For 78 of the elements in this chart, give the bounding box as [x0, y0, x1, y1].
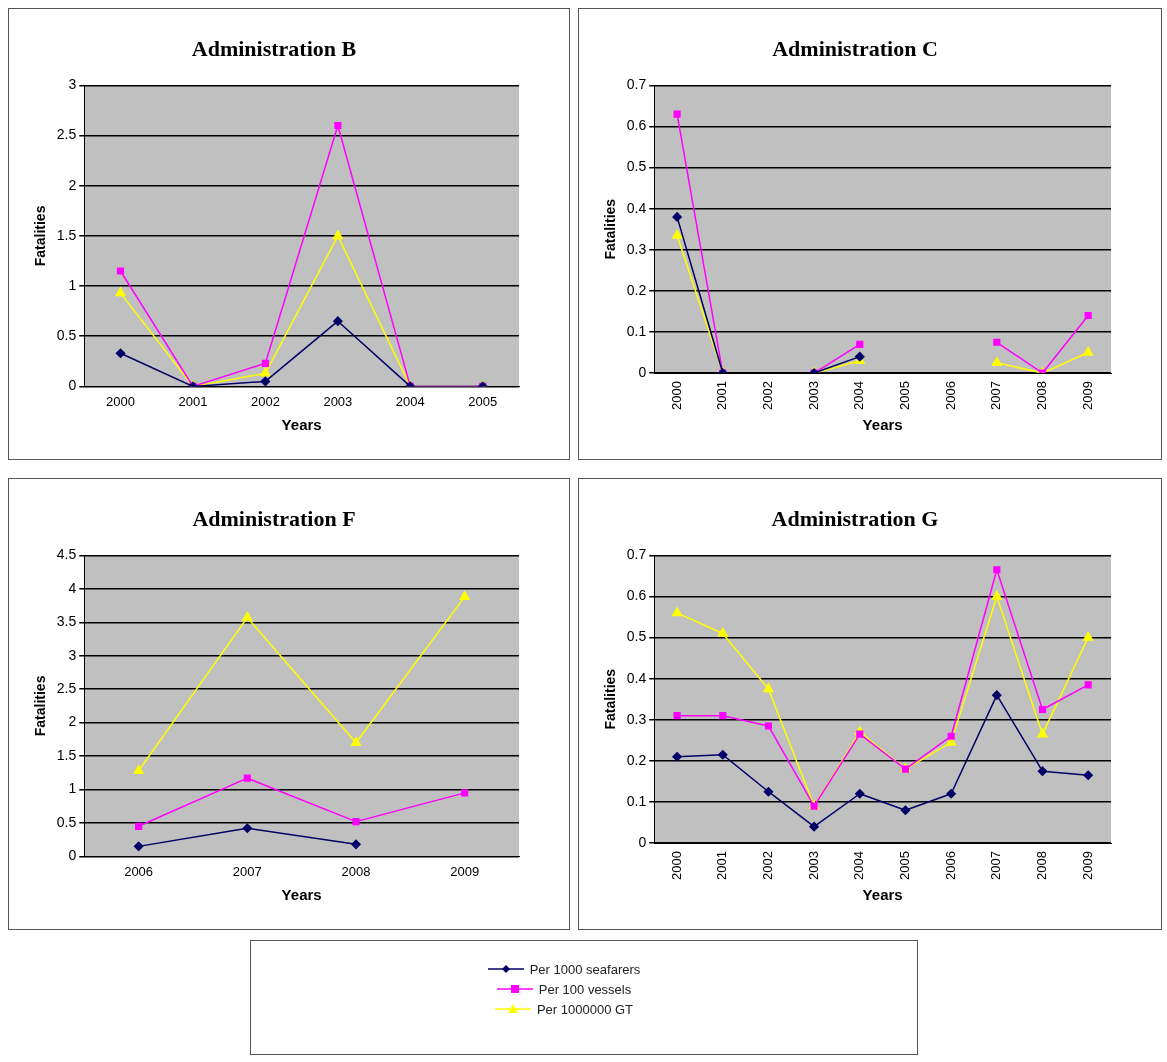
x-tick-label: 2006 [942, 851, 958, 880]
x-tick-label: 2002 [250, 393, 280, 409]
y-tick-label: 0.5 [56, 327, 77, 344]
x-tick-label: 2009 [450, 863, 480, 879]
y-tick-label: 2 [68, 176, 77, 193]
y-tick-label: 0.3 [626, 710, 647, 727]
x-tick-label: 2001 [714, 381, 730, 410]
y-tick-label: 1.5 [56, 226, 77, 243]
y-tick-label: 0.6 [626, 587, 647, 604]
y-tick-label: 0.5 [626, 158, 647, 175]
y-tick-label: 0.3 [626, 240, 647, 257]
x-tick-label: 2005 [897, 851, 913, 880]
y-tick-label: 0.7 [626, 76, 647, 93]
x-tick-label: 2001 [178, 393, 208, 409]
x-tick-label: 2004 [851, 381, 867, 410]
y-tick-label: 1.5 [56, 746, 77, 763]
y-tick-label: 0.7 [626, 546, 647, 563]
y-tick-label: 1 [68, 780, 77, 797]
y-tick-label: 4.5 [56, 546, 77, 563]
y-axis-title: Fatalities [32, 675, 49, 737]
legend-label: Per 1000000 GT [536, 1001, 634, 1017]
y-tick-label: 2.5 [56, 126, 77, 143]
x-tick-label: 2007 [232, 863, 262, 879]
x-tick-label: 2003 [805, 381, 821, 410]
x-axis-title: Years [862, 416, 903, 434]
x-tick-label: 2001 [714, 851, 730, 880]
x-tick-label: 2007 [988, 851, 1004, 880]
x-tick-label: 2002 [760, 381, 776, 410]
y-tick-label: 4 [68, 579, 77, 596]
y-tick-label: 3.5 [56, 613, 77, 630]
x-tick-label: 2003 [323, 393, 353, 409]
x-axis-title: Years [862, 886, 903, 904]
y-tick-label: 0.4 [626, 669, 647, 686]
y-tick-label: 0.6 [626, 117, 647, 134]
x-tick-label: 2003 [805, 851, 821, 880]
y-tick-label: 0.5 [56, 813, 77, 830]
y-tick-label: 0 [638, 833, 647, 850]
y-tick-label: 0 [638, 363, 647, 380]
chart-title: Administration B [191, 35, 357, 61]
x-tick-label: 2008 [1034, 851, 1050, 880]
y-axis-title: Fatalities [602, 668, 619, 730]
x-tick-label: 2005 [897, 381, 913, 410]
chart-title: Administration F [192, 505, 356, 531]
y-tick-label: 0.2 [626, 281, 647, 298]
y-axis-title: Fatalities [32, 205, 49, 267]
x-tick-label: 2000 [668, 381, 684, 410]
x-tick-label: 2007 [988, 381, 1004, 410]
x-axis-title: Years [281, 416, 322, 434]
y-tick-label: 0 [68, 847, 77, 864]
x-tick-label: 2006 [124, 863, 154, 879]
x-tick-label: 2009 [1079, 851, 1095, 880]
y-tick-label: 1 [68, 276, 77, 293]
y-tick-label: 0.4 [626, 199, 647, 216]
x-tick-label: 2005 [468, 393, 498, 409]
x-tick-label: 2000 [106, 393, 135, 409]
x-axis-title: Years [281, 886, 322, 904]
x-tick-label: 2009 [1079, 381, 1095, 410]
y-tick-label: 3 [68, 76, 77, 93]
x-tick-label: 2002 [760, 851, 776, 880]
chart-title: Administration C [772, 35, 938, 61]
x-tick-label: 2004 [851, 851, 867, 880]
legend-label: Per 1000 seafarers [529, 961, 641, 977]
chart-title: Administration G [771, 505, 939, 531]
x-tick-label: 2008 [341, 863, 371, 879]
y-tick-label: 0 [68, 377, 77, 394]
x-tick-label: 2000 [668, 851, 684, 880]
legend-label: Per 100 vessels [538, 981, 632, 997]
x-tick-label: 2004 [395, 393, 425, 409]
y-tick-label: 0.1 [626, 322, 647, 339]
y-tick-label: 0.5 [626, 628, 647, 645]
x-tick-label: 2006 [942, 381, 958, 410]
y-axis-title: Fatalities [602, 198, 619, 260]
y-tick-label: 0.1 [626, 792, 647, 809]
x-tick-label: 2008 [1034, 381, 1050, 410]
y-tick-label: 0.2 [626, 751, 647, 768]
y-tick-label: 2.5 [56, 680, 77, 697]
y-tick-label: 2 [68, 713, 77, 730]
y-tick-label: 3 [68, 646, 77, 663]
